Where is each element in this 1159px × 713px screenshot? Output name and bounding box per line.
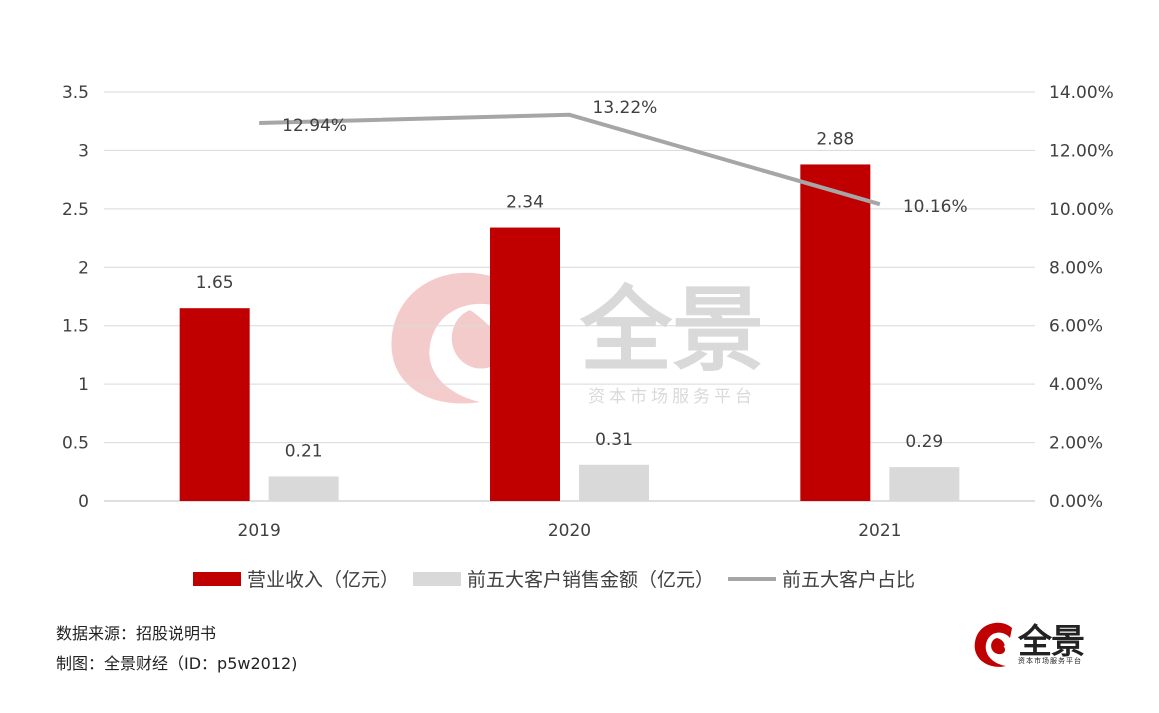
bar bbox=[490, 227, 560, 501]
y-right-tick-label: 6.00% bbox=[1049, 317, 1103, 337]
bar-data-label: 0.21 bbox=[285, 441, 323, 461]
line-series bbox=[259, 112, 881, 207]
legend: 营业收入（亿元） 前五大客户销售金额（亿元） 前五大客户占比 bbox=[193, 565, 929, 592]
watermark-tagline: 资本市场服务平台 bbox=[588, 387, 756, 407]
y-left-tick-label: 2.5 bbox=[62, 200, 89, 220]
y-right-tick-label: 10.00% bbox=[1049, 200, 1114, 220]
bar-data-label: 2.88 bbox=[816, 129, 854, 149]
bar bbox=[268, 476, 339, 501]
bar bbox=[579, 464, 649, 501]
legend-label-top5-share: 前五大客户占比 bbox=[782, 569, 916, 591]
bar bbox=[179, 308, 250, 501]
watermark-swirl-icon bbox=[391, 272, 520, 404]
line-data-label: 13.22% bbox=[593, 98, 658, 118]
line-data-label: 12.94% bbox=[282, 116, 347, 136]
footer-credit: 制图：全景财经（ID：p5w2012) bbox=[56, 654, 298, 673]
legend-label-top5-sales: 前五大客户销售金额（亿元） bbox=[467, 569, 715, 591]
bar bbox=[889, 467, 960, 501]
watermark-swirl-inner-icon bbox=[451, 310, 500, 369]
x-tick-label: 2021 bbox=[858, 521, 901, 541]
y-left-tick-label: 3.5 bbox=[62, 83, 89, 103]
y-right-tick-label: 4.00% bbox=[1049, 375, 1103, 395]
bar-data-label: 0.29 bbox=[905, 432, 943, 452]
legend-item-top5-sales: 前五大客户销售金额（亿元） bbox=[413, 565, 714, 592]
bar bbox=[800, 164, 871, 502]
y-right-tick-label: 12.00% bbox=[1049, 141, 1114, 161]
y-left-tick-label: 1.5 bbox=[62, 317, 89, 337]
y-left-tick-label: 1 bbox=[78, 375, 89, 395]
bar-data-label: 2.34 bbox=[506, 193, 544, 213]
legend-item-revenue: 营业收入（亿元） bbox=[193, 565, 399, 592]
watermark-brand: 全景 bbox=[579, 277, 764, 384]
legend-item-top5-share: 前五大客户占比 bbox=[728, 565, 915, 592]
y-right-tick-label: 14.00% bbox=[1049, 83, 1114, 103]
y-left-tick-label: 0 bbox=[78, 492, 89, 512]
x-tick-label: 2019 bbox=[238, 521, 281, 541]
y-left-tick-label: 0.5 bbox=[62, 434, 89, 454]
line-data-label: 10.16% bbox=[903, 197, 968, 217]
legend-label-revenue: 营业收入（亿元） bbox=[247, 569, 400, 591]
line-path bbox=[259, 112, 881, 207]
y-left-tick-label: 2 bbox=[78, 258, 89, 278]
legend-swatch-top5-share bbox=[728, 576, 777, 581]
bar-data-label: 1.65 bbox=[196, 273, 234, 293]
x-tick-label: 2020 bbox=[548, 521, 591, 541]
gridlines bbox=[104, 91, 1035, 502]
y-right-tick-label: 2.00% bbox=[1049, 434, 1103, 454]
legend-swatch-top5-sales bbox=[413, 571, 462, 586]
logo-tagline: 资本市场服务平台 bbox=[1018, 657, 1082, 665]
data-labels: 1.65 0.21 2.34 0.31 2.88 0.29 12.94% 13.22% 10.1… bbox=[196, 98, 968, 462]
bars bbox=[179, 164, 960, 502]
legend-swatch-revenue bbox=[193, 571, 241, 586]
watermark: 全景 资本市场服务平台 bbox=[391, 272, 764, 407]
y-left-tick-label: 3 bbox=[78, 141, 89, 161]
y-right-tick-label: 0.00% bbox=[1049, 492, 1103, 512]
logo: 全景 资本市场服务平台 bbox=[972, 618, 1122, 674]
axes: 0 0.5 1 1.5 2 2.5 3 3.5 0.00% 2.00% 4.00% 6.00% 8.00… bbox=[62, 83, 1114, 541]
y-right-tick-label: 8.00% bbox=[1049, 258, 1103, 278]
logo-swirl-icon bbox=[974, 622, 1012, 667]
footer-source: 数据来源：招股说明书 bbox=[56, 624, 217, 643]
bar-data-label: 0.31 bbox=[595, 430, 633, 450]
logo-brand: 全景 bbox=[1018, 622, 1085, 662]
